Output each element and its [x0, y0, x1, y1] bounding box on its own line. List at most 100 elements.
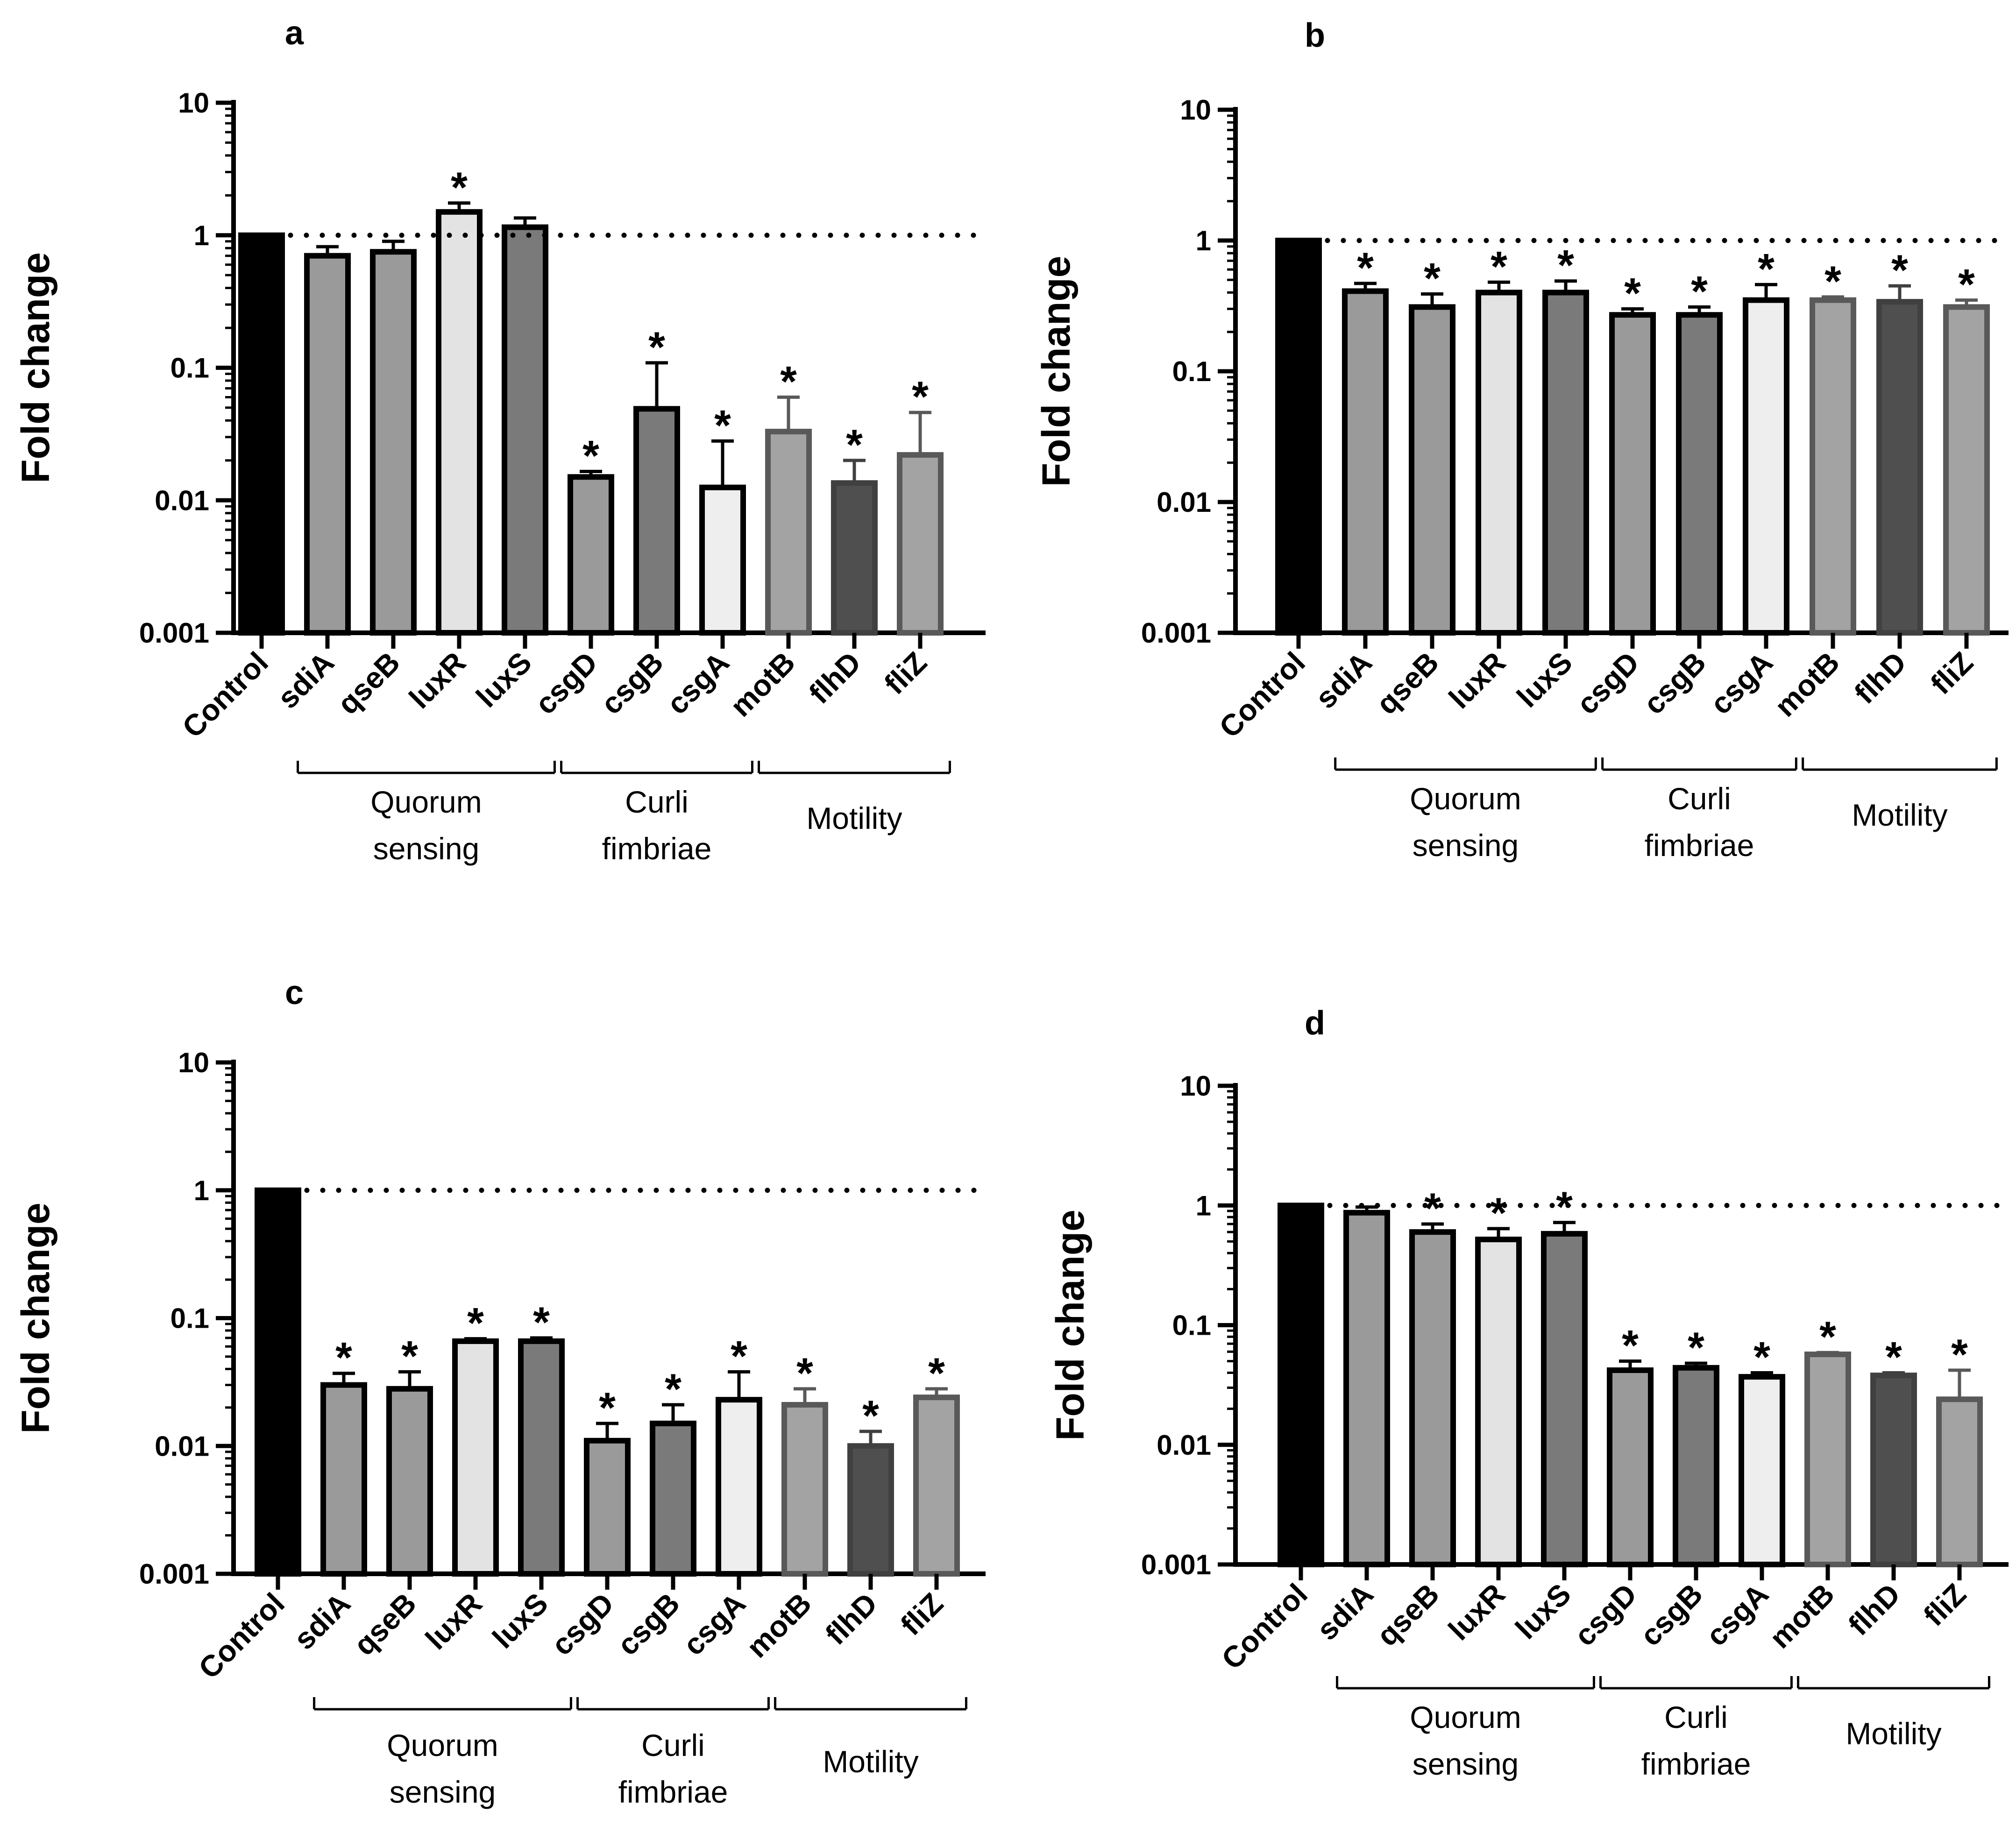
- y-tick-label: 0.1: [1172, 1310, 1211, 1341]
- y-tick-label: 1: [1196, 225, 1211, 256]
- bar-fliZ: [897, 452, 944, 636]
- x-tick-label-csgD: csgD: [528, 645, 604, 721]
- significance-star-luxS: *: [1556, 1183, 1573, 1231]
- bar-Control: [1275, 238, 1322, 636]
- bar-flhD: [847, 1443, 894, 1577]
- x-tick-label-qseB: qseB: [1370, 1577, 1446, 1653]
- x-tick-label-Control: Control: [1215, 1577, 1314, 1676]
- bar-csgA: [699, 484, 746, 636]
- y-tick-label: 1: [194, 220, 209, 251]
- x-tick-label-luxS: luxS: [1510, 645, 1578, 714]
- x-tick-label-Control: Control: [192, 1586, 291, 1685]
- x-tick-label-flhD: flhD: [819, 1586, 884, 1651]
- group-label: sensing: [1413, 1747, 1519, 1781]
- significance-star-fliZ: *: [928, 1350, 945, 1397]
- x-tick-label-csgA: csgA: [676, 1586, 752, 1662]
- x-tick-label-motB: motB: [1768, 645, 1846, 723]
- x-tick-label-sdiA: sdiA: [271, 645, 341, 715]
- significance-star-flhD: *: [862, 1392, 879, 1440]
- group-bracket-0: Quorum sensing: [313, 1697, 572, 1809]
- y-tick-label: 0.01: [1157, 487, 1211, 518]
- bar-motB: [1804, 1352, 1851, 1568]
- x-tick-label-csgD: csgD: [1570, 645, 1646, 721]
- significance-star-luxR: *: [1490, 1189, 1507, 1237]
- bar-flhD: [831, 480, 878, 636]
- x-tick-label-motB: motB: [740, 1586, 818, 1664]
- x-tick-label-luxR: luxR: [1442, 645, 1512, 715]
- bar-luxR: [1476, 290, 1522, 636]
- x-tick-label-motB: motB: [724, 645, 802, 723]
- y-tick-label: 0.001: [139, 1558, 209, 1590]
- group-label: fimbriae: [1645, 828, 1754, 863]
- y-tick-label: 0.01: [155, 485, 209, 516]
- group-label: Motility: [823, 1744, 918, 1779]
- bar-luxR: [452, 1338, 499, 1577]
- bar-sdiA: [304, 253, 351, 636]
- bar-csgB: [650, 1421, 696, 1577]
- bar-luxS: [1542, 290, 1589, 636]
- bar-fliZ: [1943, 304, 1990, 636]
- group-bracket-1: Curli fimbriae: [1599, 1676, 1793, 1781]
- group-bracket-1: Curli fimbriae: [576, 1697, 770, 1809]
- significance-star-fliZ: *: [1958, 261, 1975, 309]
- significance-star-sdiA: *: [335, 1334, 352, 1382]
- x-tick-label-motB: motB: [1763, 1577, 1841, 1655]
- significance-star-qseB: *: [1424, 1185, 1441, 1232]
- significance-star-luxR: *: [451, 164, 468, 212]
- bar-fliZ: [913, 1394, 960, 1577]
- significance-star-csgA: *: [731, 1333, 747, 1380]
- chart-panel-b: b Fold change 0.001 0.01 0.1 1 10 Control * sdiA *…: [1034, 17, 2011, 863]
- group-bracket-0: Quorum sensing: [1334, 757, 1597, 863]
- bar-fliZ: [1936, 1396, 1983, 1567]
- significance-star-luxS: *: [533, 1299, 550, 1346]
- x-tick-label-csgA: csgA: [1704, 645, 1779, 721]
- x-tick-label-flhD: flhD: [1848, 645, 1913, 710]
- bar-csgB: [633, 406, 680, 636]
- significance-star-motB: *: [1819, 1313, 1836, 1361]
- bar-Control: [238, 232, 285, 636]
- group-label: Curli: [641, 1728, 705, 1762]
- x-tick-label-csgA: csgA: [660, 645, 736, 721]
- significance-star-motB: *: [796, 1350, 813, 1397]
- significance-star-csgD: *: [1624, 269, 1641, 317]
- y-axis-title: Fold change: [1034, 256, 1078, 487]
- chart-panel-a: a Fold change 0.001 0.01 0.1 1 10 ControlsdiAqs…: [14, 14, 988, 866]
- group-label: Motility: [806, 801, 902, 835]
- group-bracket-2: Motility: [1802, 757, 1998, 832]
- significance-star-csgB: *: [1691, 268, 1708, 315]
- group-bracket-2: Motility: [774, 1697, 967, 1779]
- significance-star-csgA: *: [1758, 245, 1775, 293]
- x-tick-label-Control: Control: [176, 645, 275, 744]
- panel-letter: b: [1305, 17, 1325, 54]
- bar-luxS: [518, 1338, 565, 1577]
- x-tick-label-luxS: luxS: [469, 645, 538, 714]
- y-tick-label: 0.001: [1141, 1549, 1211, 1580]
- x-tick-label-csgB: csgB: [1633, 1577, 1709, 1653]
- bar-qseB: [1409, 1229, 1456, 1567]
- x-tick-label-csgB: csgB: [610, 1586, 686, 1662]
- significance-star-csgD: *: [599, 1384, 616, 1432]
- x-tick-label-sdiA: sdiA: [287, 1586, 357, 1656]
- x-tick-label-csgD: csgD: [545, 1586, 620, 1662]
- x-tick-label-csgD: csgD: [1568, 1577, 1643, 1653]
- bar-csgB: [1676, 312, 1723, 636]
- y-tick-label: 0.001: [139, 617, 209, 649]
- y-tick-label: 1: [194, 1175, 209, 1206]
- group-label: Quorum: [1410, 1700, 1521, 1734]
- x-tick-label-flhD: flhD: [802, 645, 867, 710]
- bar-sdiA: [1342, 288, 1389, 636]
- y-tick-label: 10: [1180, 94, 1211, 126]
- significance-star-csgA: *: [1753, 1333, 1770, 1381]
- significance-star-flhD: *: [1891, 247, 1908, 294]
- significance-star-sdiA: *: [1357, 244, 1374, 292]
- group-bracket-0: Quorum sensing: [1336, 1676, 1595, 1781]
- x-tick-label-qseB: qseB: [347, 1586, 423, 1662]
- bar-csgD: [584, 1437, 631, 1577]
- y-tick-label: 0.01: [155, 1430, 209, 1462]
- group-label: fimbriae: [1641, 1747, 1751, 1781]
- y-tick-label: 10: [178, 87, 209, 119]
- significance-star-csgA: *: [714, 402, 731, 449]
- bar-motB: [765, 429, 812, 636]
- group-label: fimbriae: [602, 831, 712, 866]
